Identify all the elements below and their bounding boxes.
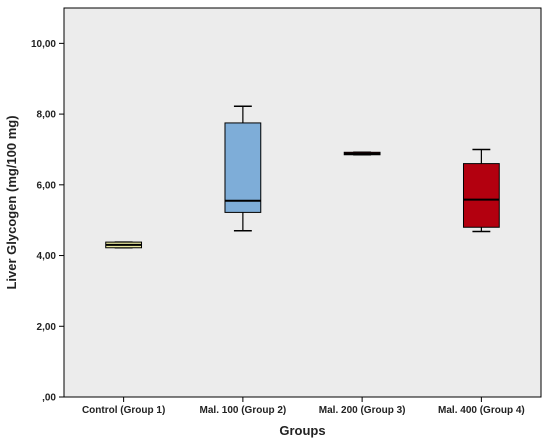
- box-group: [105, 241, 143, 249]
- box-iqr: [462, 163, 500, 228]
- box-group: [343, 151, 381, 156]
- y-axis-ticks: ,00 2,00 4,00 6,00 8,00 10,00: [31, 39, 64, 404]
- plot-area: [63, 7, 542, 398]
- y-axis-title: Liver Glycogen (mg/100 mg): [4, 115, 19, 289]
- y-tick-label: ,00: [42, 393, 56, 404]
- y-tick-label: 10,00: [31, 39, 56, 50]
- box-group: [462, 148, 500, 233]
- y-tick-label: 4,00: [37, 251, 57, 262]
- x-category-label: Control (Group 1): [82, 405, 165, 416]
- box-series: [105, 105, 500, 249]
- x-category-label: Mal. 400 (Group 4): [438, 405, 525, 416]
- x-axis-title: Groups: [279, 423, 325, 438]
- box-group: [224, 105, 262, 232]
- x-axis-categories: Control (Group 1) Mal. 100 (Group 2) Mal. …: [82, 397, 525, 416]
- x-category-label: Mal. 100 (Group 2): [200, 405, 287, 416]
- x-category-label: Mal. 200 (Group 3): [319, 405, 406, 416]
- y-tick-label: 2,00: [37, 322, 57, 333]
- y-tick-label: 8,00: [37, 110, 57, 121]
- box-iqr: [224, 122, 262, 213]
- y-tick-label: 6,00: [37, 180, 57, 191]
